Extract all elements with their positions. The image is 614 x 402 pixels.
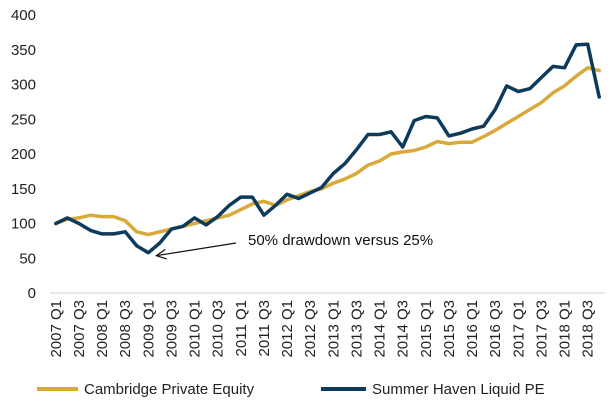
y-tick-label: 150 bbox=[11, 181, 36, 198]
y-tick-label: 300 bbox=[11, 77, 36, 94]
y-tick-label: 250 bbox=[11, 111, 36, 128]
x-tick-label: 2010 Q1 bbox=[187, 300, 204, 358]
x-tick-label: 2010 Q3 bbox=[210, 300, 227, 358]
x-tick-label: 2015 Q3 bbox=[441, 300, 458, 358]
y-tick-label: 0 bbox=[28, 285, 36, 302]
legend-label-summer-haven: Summer Haven Liquid PE bbox=[372, 381, 545, 398]
y-tick-label: 50 bbox=[19, 250, 36, 267]
series-group bbox=[54, 42, 601, 255]
legend-item-cambridge: Cambridge Private Equity bbox=[37, 381, 255, 398]
x-tick-label: 2009 Q3 bbox=[163, 300, 180, 358]
x-tick-label: 2008 Q3 bbox=[117, 300, 134, 358]
legend: Cambridge Private Equity Summer Haven Li… bbox=[37, 381, 545, 398]
x-tick-label: 2017 Q3 bbox=[533, 300, 550, 358]
x-tick-label: 2012 Q3 bbox=[302, 300, 319, 358]
x-tick-label: 2018 Q1 bbox=[557, 300, 574, 358]
x-tick-label: 2007 Q3 bbox=[71, 300, 88, 358]
x-tick-label: 2007 Q1 bbox=[48, 300, 65, 358]
annotation: 50% drawdown versus 25% bbox=[154, 232, 433, 260]
series-line-cambridge bbox=[54, 66, 601, 237]
x-tick-label: 2016 Q1 bbox=[464, 300, 481, 358]
x-axis: 2007 Q1 2007 Q3 2008 Q1 2008 Q3 2009 Q1 2009 … bbox=[48, 292, 605, 358]
annotation-text: 50% drawdown versus 25% bbox=[248, 232, 433, 249]
x-tick-label: 2008 Q1 bbox=[94, 300, 111, 358]
y-tick-label: 200 bbox=[11, 146, 36, 163]
y-tick-label: 100 bbox=[11, 216, 36, 233]
annotation-arrow bbox=[156, 242, 237, 257]
x-tick-label: 2014 Q3 bbox=[395, 300, 412, 358]
annotation-arrowhead bbox=[154, 248, 167, 260]
legend-label-cambridge: Cambridge Private Equity bbox=[84, 381, 255, 398]
x-tick-label: 2015 Q1 bbox=[418, 300, 435, 358]
x-tick-label: 2017 Q1 bbox=[510, 300, 527, 358]
series-line-summer-haven bbox=[54, 42, 601, 255]
x-tick-label: 2011 Q3 bbox=[256, 300, 273, 356]
y-tick-label: 400 bbox=[11, 7, 36, 24]
y-tick-label: 350 bbox=[11, 42, 36, 59]
x-tick-label: 2012 Q1 bbox=[279, 300, 296, 358]
y-axis: 0 50 100 150 200 250 300 350 400 bbox=[11, 7, 36, 302]
x-tick-label: 2011 Q1 bbox=[233, 300, 250, 356]
x-tick-label: 2016 Q3 bbox=[487, 300, 504, 358]
x-tick-label: 2013 Q3 bbox=[348, 300, 365, 358]
x-tick-label: 2018 Q3 bbox=[580, 300, 597, 358]
legend-item-summer-haven: Summer Haven Liquid PE bbox=[321, 381, 545, 398]
x-tick-label: 2013 Q1 bbox=[325, 300, 342, 358]
x-tick-label: 2009 Q1 bbox=[140, 300, 157, 358]
x-tick-label: 2014 Q1 bbox=[372, 300, 389, 358]
